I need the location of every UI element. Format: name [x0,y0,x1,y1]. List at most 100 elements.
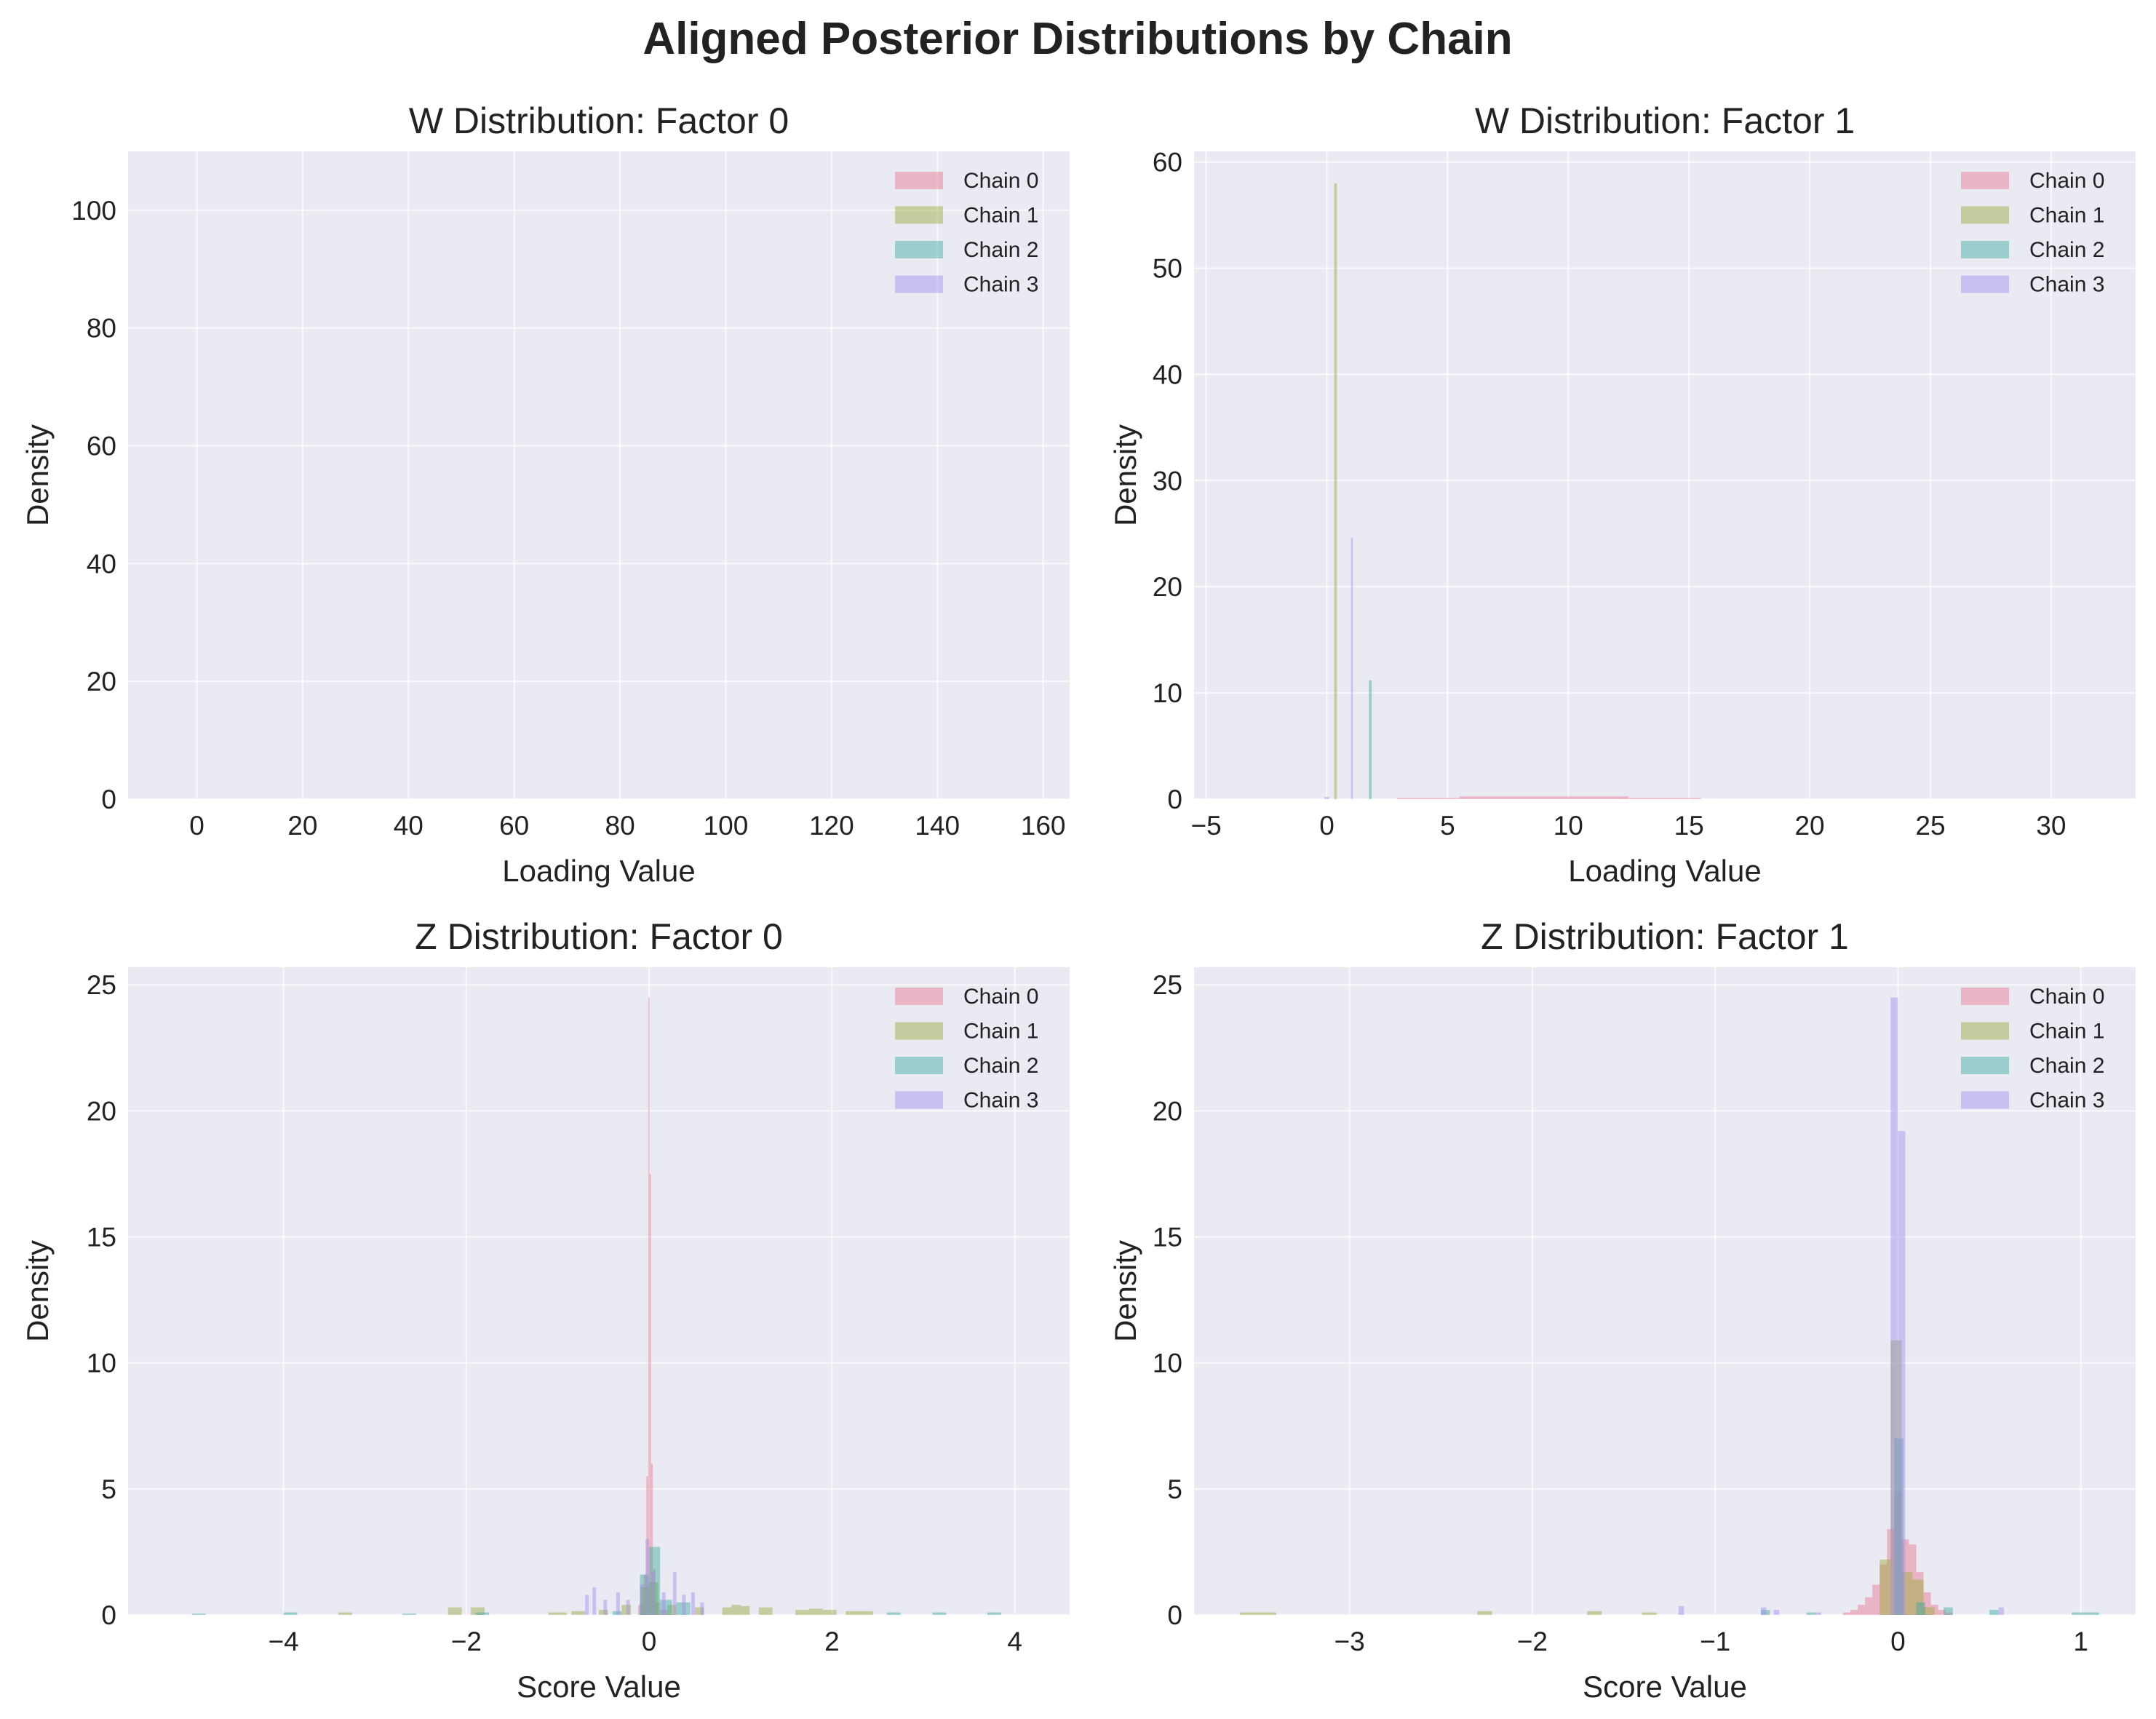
x-tick-label: 0 [1319,811,1334,841]
histogram-bar-chain-0 [1887,1529,1895,1615]
histogram-bar-chain-1 [1587,1611,1602,1615]
legend: Chain 0 Chain 1 Chain 2 Chain 3 [1961,169,2104,297]
x-tick-label: 60 [499,811,529,841]
x-tick-label: 160 [1021,811,1066,841]
x-tick-label: 120 [809,811,854,841]
histogram-bar-chain-3 [616,1592,620,1615]
histogram-bar-chain-1 [640,1587,650,1615]
x-tick-label: 100 [704,811,749,841]
histogram-bar-chain-2 [649,1547,661,1615]
y-tick-label: 60 [87,432,116,461]
histogram-bar-chain-2 [1916,1602,1926,1615]
histogram-bar-chain-1 [822,1610,837,1615]
y-tick-label: 20 [1153,1096,1182,1126]
x-tick-label: −2 [1517,1627,1548,1656]
histogram-bar-chain-3 [645,1539,650,1615]
histogram-bar-chain-2 [1944,1607,1953,1615]
histogram-bar-chain-2 [660,1600,672,1615]
y-tick-label: 100 [71,196,116,226]
histogram-bar-chain-3 [1351,538,1353,799]
histogram-bar-chain-3 [682,1595,686,1615]
histogram-bar-chain-2 [2072,1612,2099,1615]
histogram-bar-chain-2 [640,1574,650,1615]
histogram-bar-chain-2 [987,1612,1001,1615]
legend-swatch [1961,172,2009,189]
histogram-bar-chain-3 [592,1587,597,1615]
histogram-bar-chain-1 [1477,1611,1492,1615]
histogram-bar-chain-1 [649,1581,659,1615]
histogram-bar-chain-0 [653,1569,656,1615]
histogram-bar-chain-0 [1894,1491,1902,1615]
y-tick-label: 5 [1167,1474,1182,1504]
histogram-bar-chain-3 [640,1584,644,1615]
y-axis-label: Density [1108,424,1142,526]
histogram-bar-chain-1 [447,1607,462,1615]
histogram-bar-chain-0 [1459,796,1629,799]
histogram-bar-chain-0 [660,1610,668,1615]
histogram-bar-chain-1 [471,1607,485,1615]
histogram-bar-chain-3 [626,1600,630,1615]
histogram-bar-chain-1 [667,1605,677,1615]
y-tick-label: 5 [101,1474,116,1504]
subplot-title: W Distribution: Factor 1 [1475,100,1855,141]
legend-label: Chain 3 [2029,273,2104,297]
y-axis-label: Density [20,424,55,526]
legend-label: Chain 2 [963,238,1038,262]
histogram-bar-chain-0 [1872,1584,1880,1615]
y-tick-label: 10 [87,1349,116,1378]
legend-swatch [895,241,943,258]
legend-label: Chain 3 [963,273,1038,297]
histogram-bar-chain-0 [1396,798,1460,799]
x-tick-label: 40 [394,811,423,841]
histogram-bar-chain-1 [808,1608,823,1615]
x-tick-label: 2 [824,1627,840,1656]
histogram-bar-chain-0 [648,997,650,1615]
histogram-bar-chain-1 [731,1605,741,1615]
histogram-bar-chain-3 [1998,1607,2005,1615]
y-axis-label: Density [1108,1240,1142,1342]
y-tick-label: 25 [87,970,116,1000]
y-tick-label: 25 [1153,970,1182,1000]
histogram-bar-chain-3 [1815,1612,1821,1615]
histogram-bar-chain-3 [691,1592,695,1615]
histogram-bar-chain-0 [646,1476,648,1615]
x-tick-label: −5 [1190,811,1221,841]
x-tick-label: 0 [642,1627,657,1656]
legend-swatch [1961,206,2009,224]
y-axis-label: Density [20,1240,55,1342]
plot-area [128,967,1070,1615]
y-tick-label: 10 [1153,678,1182,708]
x-tick-label: 10 [1554,811,1583,841]
legend: Chain 0 Chain 1 Chain 2 Chain 3 [895,169,1038,297]
legend-label: Chain 0 [963,985,1038,1009]
histogram-bar-chain-0 [649,1173,651,1615]
histogram-bar-chain-3 [700,1602,704,1615]
legend: Chain 0 Chain 1 Chain 2 Chain 3 [1961,985,2104,1113]
histogram-bar-chain-0 [1916,1572,1924,1615]
histogram-bar-chain-0 [651,1464,653,1615]
histogram-bar-chain-2 [1894,1438,1904,1615]
legend-label: Chain 1 [2029,204,2104,228]
x-tick-label: −2 [451,1627,482,1656]
y-tick-label: 15 [87,1223,116,1252]
x-tick-label: 80 [605,811,635,841]
histogram-bar-chain-0 [1945,1612,1953,1615]
histogram-bar-chain-0 [638,1605,644,1615]
x-tick-label: 1 [2073,1627,2088,1656]
histogram-bar-chain-1 [859,1611,873,1615]
histogram-bar-chain-2 [1760,1610,1770,1615]
subplot-1: −5 0 5 10 15 20 25 30 0 10 20 30 40 50 60 W Distributio… [1108,100,2136,888]
histogram-bar-chain-2 [886,1612,901,1615]
y-tick-label: 20 [87,667,116,696]
histogram-bar-chain-1 [1334,183,1337,799]
legend-label: Chain 2 [963,1054,1038,1078]
histogram-bar-chain-3 [1324,797,1329,799]
histogram-bar-chain-0 [655,1602,661,1615]
histogram-bar-chain-3 [672,1572,677,1615]
legend-swatch [895,988,943,1005]
histogram-bar-chain-1 [1239,1612,1277,1615]
histogram-bar-chain-0 [1909,1544,1917,1615]
histogram-bar-chain-0 [1850,1610,1858,1615]
histogram-bar-chain-0 [1923,1592,1931,1615]
